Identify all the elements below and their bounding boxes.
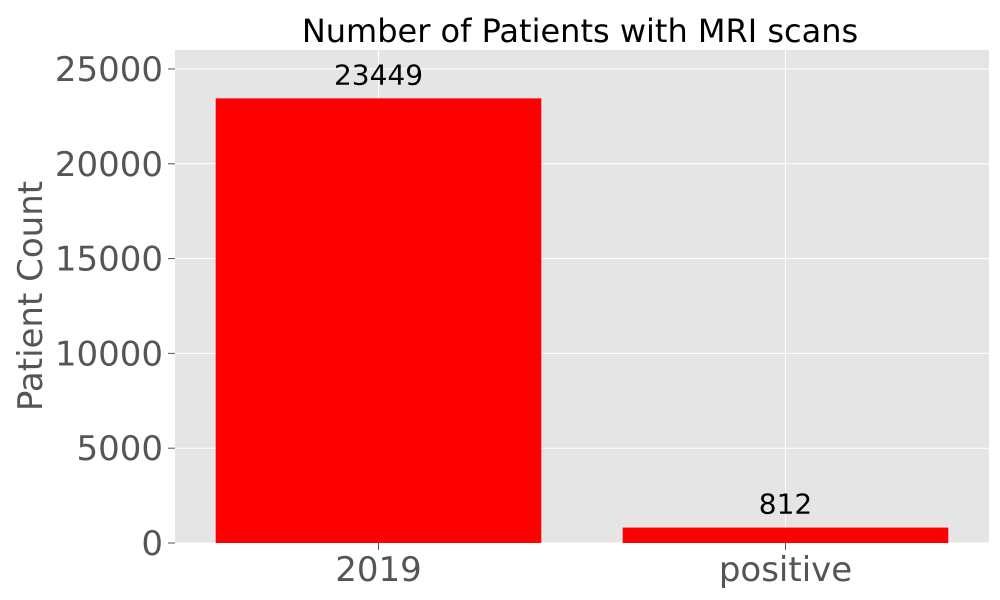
y-tick-label: 25000 <box>55 50 163 90</box>
y-tick-label: 10000 <box>55 334 163 374</box>
data-labels: 23449 812 <box>334 58 812 520</box>
chart-title: Number of Patients with MRI scans <box>302 12 858 50</box>
y-tick-label: 0 <box>141 524 163 564</box>
bar-value-label: 812 <box>759 488 812 521</box>
x-axis-ticks: 2019 positive <box>335 543 852 590</box>
y-tick-label: 5000 <box>76 429 163 469</box>
bar-positive <box>622 527 949 543</box>
y-axis-label: Patient Count <box>11 181 51 411</box>
y-tick-label: 15000 <box>55 240 163 280</box>
y-axis-ticks: 0 5000 10000 15000 20000 25000 <box>55 50 175 564</box>
x-tick-label: positive <box>719 550 852 590</box>
bar-2019 <box>215 98 542 544</box>
x-tick-label: 2019 <box>335 550 422 590</box>
bar-value-label: 23449 <box>334 58 423 91</box>
bars <box>215 98 949 544</box>
y-tick-label: 20000 <box>55 145 163 185</box>
